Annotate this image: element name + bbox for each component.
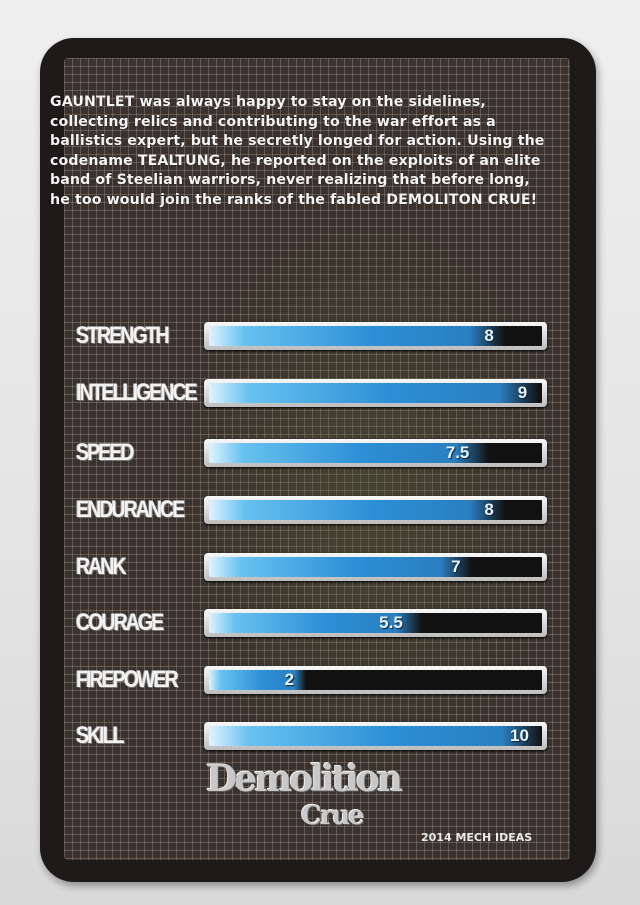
stat-label: FIREPOWER	[76, 666, 179, 693]
demolition-crue-logo: Demolition Crue	[206, 760, 406, 836]
stat-label: STRENGTH	[76, 322, 170, 349]
logo-line-2: Crue	[301, 801, 365, 831]
stat-label: SPEED	[76, 439, 135, 466]
stat-value: 5.5	[379, 613, 403, 632]
stat-row-strength: STRENGTH 8	[0, 316, 640, 356]
stat-value: 8	[484, 326, 494, 345]
stat-bar-track: 8	[209, 326, 542, 346]
stat-value: 9	[517, 383, 528, 402]
stat-value: 2	[284, 670, 295, 689]
stat-label: INTELLIGENCE	[76, 379, 198, 406]
stat-bar-fill	[209, 383, 539, 403]
stat-bar: 7.5	[204, 439, 547, 467]
stat-value: 7	[451, 557, 461, 576]
stat-bar: 8	[204, 322, 547, 350]
stat-label: SKILL	[76, 722, 125, 749]
logo-line-1: Demolition	[206, 758, 403, 800]
stat-bar: 9	[204, 379, 547, 407]
stat-value: 8	[484, 500, 494, 519]
copyright-text: 2014 MECH IDEAS	[421, 831, 533, 844]
stat-bar: 2	[204, 666, 547, 694]
stat-bar-track: 5.5	[209, 613, 542, 633]
stat-bar: 10	[204, 722, 547, 750]
stat-bar-track: 2	[209, 670, 542, 690]
stat-row-speed: SPEED 7.5	[0, 433, 640, 473]
stat-bar-fill	[209, 500, 506, 520]
stat-bar-track: 7.5	[209, 443, 542, 463]
stat-bar: 8	[204, 496, 547, 524]
stat-bar-track: 9	[209, 383, 542, 403]
stat-bar-fill	[209, 326, 506, 346]
stat-bar: 7	[204, 553, 547, 581]
stat-bar-fill	[209, 726, 542, 746]
stat-row-endurance: ENDURANCE 8	[0, 490, 640, 530]
stat-value: 10	[510, 726, 529, 745]
stat-bar-fill	[209, 557, 473, 577]
stat-label: RANK	[76, 553, 127, 580]
stat-row-firepower: FIREPOWER 2	[0, 660, 640, 700]
stat-label: COURAGE	[76, 609, 164, 636]
stat-row-intelligence: INTELLIGENCE 9	[0, 373, 640, 413]
stat-bar-track: 8	[209, 500, 542, 520]
stat-value: 7.5	[445, 443, 470, 462]
character-bio: GAUNTLET was always happy to stay on the…	[50, 94, 545, 208]
stat-row-rank: RANK 7	[0, 547, 640, 587]
stat-bar-track: 7	[209, 557, 542, 577]
stat-bar-fill	[209, 670, 306, 690]
stat-bar-fill	[209, 613, 423, 633]
stat-row-skill: SKILL 10	[0, 716, 640, 756]
stat-bar-fill	[209, 443, 489, 463]
stat-bar: 5.5	[204, 609, 547, 637]
stat-row-courage: COURAGE 5.5	[0, 603, 640, 643]
stat-bar-track: 10	[209, 726, 542, 746]
stat-label: ENDURANCE	[76, 496, 185, 523]
